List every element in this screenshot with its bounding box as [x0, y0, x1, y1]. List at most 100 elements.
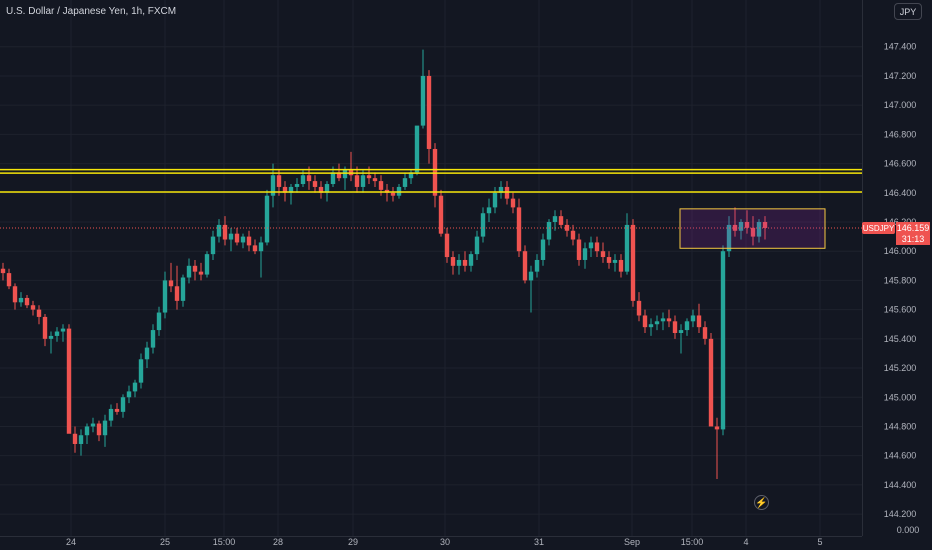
candle-body: [600, 251, 606, 258]
candle-body: [132, 382, 138, 392]
candle-body: [612, 259, 618, 263]
candle-body: [528, 271, 534, 281]
candle-body: [414, 125, 420, 173]
last-price-label: 146.159: [897, 223, 930, 233]
candle-body: [72, 433, 78, 444]
time-tick-label: 30: [440, 537, 450, 547]
price-tick-label: 145.200: [884, 363, 917, 373]
time-tick-label: 28: [273, 537, 283, 547]
candle-body: [270, 175, 276, 196]
candle-body: [12, 286, 18, 303]
candle-body: [216, 224, 222, 237]
price-tick-label: 144.400: [884, 480, 917, 490]
candle-body: [144, 347, 150, 360]
candle-body: [468, 254, 474, 266]
candle-body: [684, 321, 690, 331]
time-tick-label: 15:00: [213, 537, 236, 547]
candle-body: [330, 172, 336, 185]
candle-body: [402, 178, 408, 187]
candle-body: [90, 423, 96, 427]
candle-body: [156, 312, 162, 331]
candle-body: [498, 186, 504, 193]
candle-body: [480, 213, 486, 237]
candle-body: [0, 268, 6, 274]
candle-body: [204, 254, 210, 275]
candle-body: [222, 224, 228, 240]
candle-body: [438, 195, 444, 234]
price-tick-label: 144.800: [884, 421, 917, 431]
candle-body: [540, 239, 546, 260]
candle-body: [456, 259, 462, 266]
candle-body: [738, 221, 744, 231]
candle-body: [390, 192, 396, 196]
candle-body: [282, 186, 288, 193]
candle-body: [378, 181, 384, 190]
candle-body: [534, 259, 540, 272]
candle-body: [558, 216, 564, 225]
candle-body: [324, 184, 330, 193]
candle-body: [300, 175, 306, 185]
symbol-tag: USDJPY: [863, 224, 895, 233]
candle-body: [294, 184, 300, 187]
price-tick-label: 147.000: [884, 100, 917, 110]
time-axis[interactable]: 24 25 15:00 28 29 30 31 Sep 15:00 4 5: [0, 536, 862, 548]
candle-body: [588, 242, 594, 249]
candle-body: [696, 315, 702, 328]
candle-body: [516, 207, 522, 252]
candle-body: [60, 328, 66, 332]
candle-body: [18, 297, 24, 303]
candle-body: [618, 259, 624, 272]
last-price-tag-bg: [896, 221, 930, 245]
candle-body: [702, 327, 708, 339]
candle-body: [606, 257, 612, 263]
candle-body: [624, 224, 630, 272]
candle-body: [420, 75, 426, 126]
candle-body: [666, 318, 672, 322]
candle-body: [444, 233, 450, 258]
candle-body: [426, 75, 432, 149]
candle-body: [210, 236, 216, 255]
candle-body: [552, 216, 558, 222]
price-tick-label: 145.400: [884, 334, 917, 344]
candle-body: [78, 435, 84, 444]
lightning-icon[interactable]: ⚡: [754, 495, 769, 510]
time-tick-label: Sep: [624, 537, 640, 547]
time-tick-label: 29: [348, 537, 358, 547]
candle-body: [726, 224, 732, 252]
candle-body: [582, 248, 588, 260]
price-tick-label: 147.200: [884, 71, 917, 81]
range-box[interactable]: [679, 208, 826, 249]
price-tick-label: 145.600: [884, 305, 917, 315]
price-tick-label: 146.800: [884, 129, 917, 139]
currency-button[interactable]: JPY: [894, 3, 922, 20]
candle-body: [30, 305, 36, 310]
candle-body: [366, 175, 372, 179]
candle-body: [6, 273, 12, 287]
candle-body: [114, 408, 120, 412]
candle-body: [522, 251, 528, 281]
candle-body: [228, 233, 234, 240]
candle-body: [252, 245, 258, 252]
candle-body: [174, 286, 180, 301]
candle-body: [246, 236, 252, 246]
candle-body: [192, 265, 198, 272]
price-tick-label: 144.200: [884, 509, 917, 519]
candle-body: [126, 391, 132, 398]
candle-body: [510, 198, 516, 208]
time-tick-label: 5: [817, 537, 822, 547]
candle-body: [744, 221, 750, 228]
price-axis[interactable]: 147.400 147.200 147.000 146.800 146.600 146.4…: [862, 0, 932, 550]
candle-body: [462, 259, 468, 266]
candle-body: [138, 359, 144, 383]
price-tick-label: 146.600: [884, 159, 917, 169]
candle-body: [486, 207, 492, 214]
chart-title: U.S. Dollar / Japanese Yen, 1h, FXCM: [6, 6, 177, 17]
candle-body: [168, 280, 174, 287]
candle-body: [678, 330, 684, 333]
candle-body: [354, 175, 360, 187]
candles: [0, 49, 768, 480]
candle-body: [84, 426, 90, 436]
candle-body: [234, 233, 240, 243]
price-tick-label: 145.800: [884, 275, 917, 285]
